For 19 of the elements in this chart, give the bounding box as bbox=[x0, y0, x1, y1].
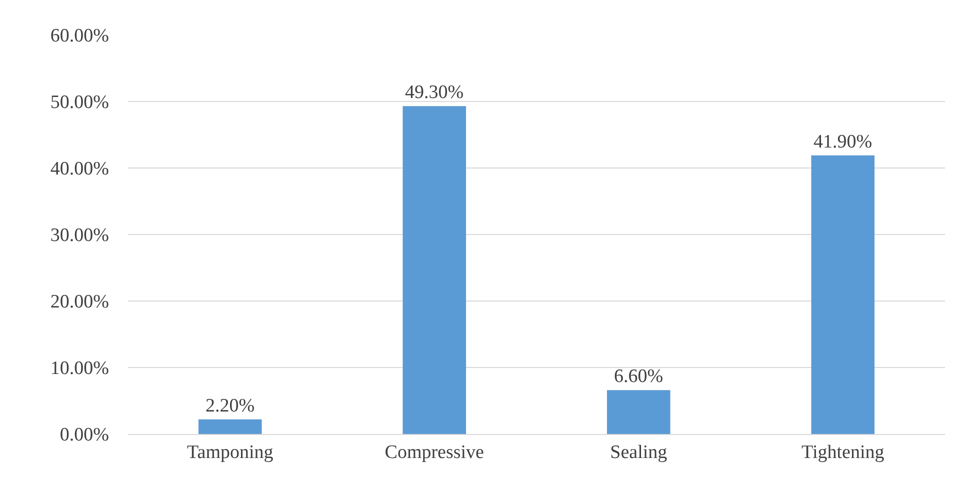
x-tick-label: Tightening bbox=[802, 442, 885, 463]
data-label: 2.20% bbox=[206, 395, 255, 416]
data-label: 49.30% bbox=[405, 82, 464, 104]
y-tick-label: 40.00% bbox=[50, 158, 110, 180]
x-tick-label: Sealing bbox=[610, 442, 668, 463]
bar bbox=[811, 155, 875, 434]
bar bbox=[402, 106, 466, 434]
bar bbox=[198, 419, 262, 434]
bar bbox=[606, 390, 670, 434]
data-label: 6.60% bbox=[614, 366, 664, 388]
data-label: 41.90% bbox=[814, 131, 872, 152]
x-tick-label: Tamponing bbox=[186, 442, 274, 463]
x-tick-label: Compressive bbox=[384, 442, 484, 463]
y-tick-label: 60.00% bbox=[50, 26, 110, 47]
y-tick-label: 30.00% bbox=[50, 225, 110, 246]
y-tick-label: 50.00% bbox=[50, 92, 110, 114]
y-tick-label: 10.00% bbox=[50, 358, 110, 380]
y-tick-label: 20.00% bbox=[50, 292, 110, 313]
y-tick-label: 0.00% bbox=[60, 424, 110, 446]
